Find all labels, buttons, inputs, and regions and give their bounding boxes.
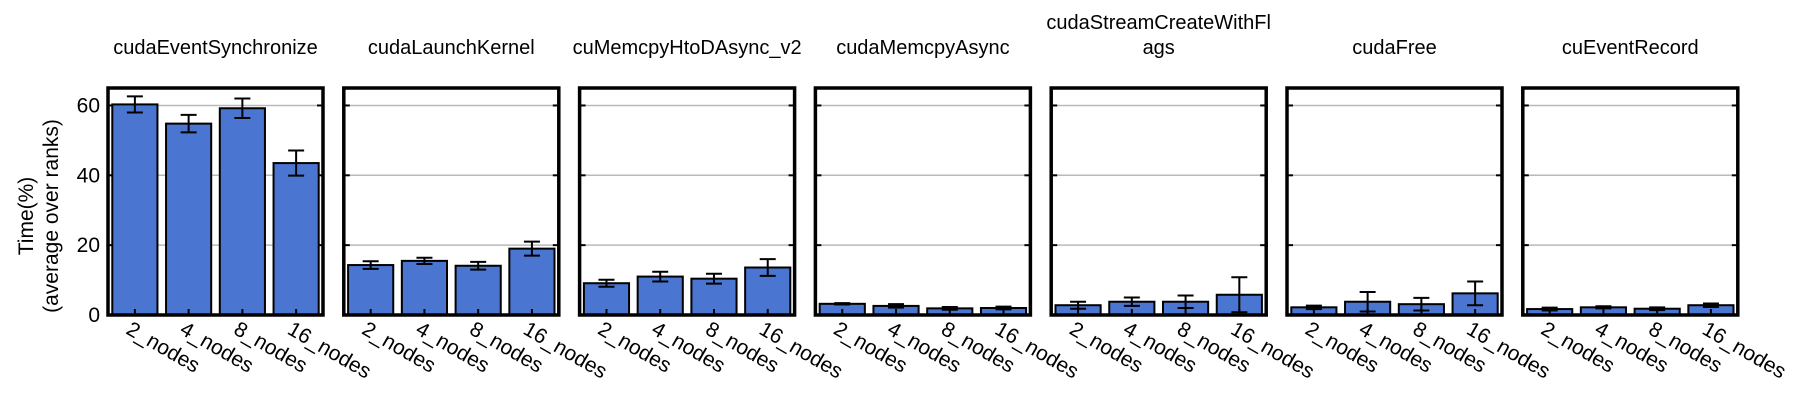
panel-title: cudaEventSynchronize xyxy=(113,37,318,59)
panel-frame xyxy=(1285,86,1504,317)
panel-frame xyxy=(342,86,561,317)
bar xyxy=(111,103,159,316)
panel-title: ags xyxy=(1143,37,1175,59)
y-axis-label-line2: (average over ranks) xyxy=(40,119,63,313)
panel-title: cudaStreamCreateWithFl xyxy=(1046,12,1271,34)
bar xyxy=(165,122,213,316)
y-axis-label-line1: Time(%) xyxy=(15,177,38,256)
panel-frame xyxy=(577,86,797,317)
bar xyxy=(400,259,449,316)
panel-title: cuMemcpyHtoDAsync_v2 xyxy=(573,37,802,59)
panel-title: cudaMemcpyAsync xyxy=(836,37,1009,59)
bar xyxy=(272,162,320,316)
y-tick-label: 20 xyxy=(77,234,100,257)
panel-frame xyxy=(813,86,1033,317)
y-tick-label: 40 xyxy=(77,164,100,187)
bar xyxy=(454,264,502,316)
bar xyxy=(218,107,266,316)
panel-title: cudaFree xyxy=(1352,37,1437,59)
panel-title: cudaLaunchKernel xyxy=(368,37,535,59)
bar xyxy=(347,264,395,316)
bar xyxy=(508,247,556,316)
bar xyxy=(636,275,684,317)
panel-frame xyxy=(1521,86,1740,317)
panel-title: cuEventRecord xyxy=(1562,37,1699,59)
panel-frame xyxy=(1049,86,1268,317)
panel-frame xyxy=(106,86,325,317)
y-tick-label: 0 xyxy=(88,304,100,327)
y-tick-label: 60 xyxy=(77,94,100,117)
